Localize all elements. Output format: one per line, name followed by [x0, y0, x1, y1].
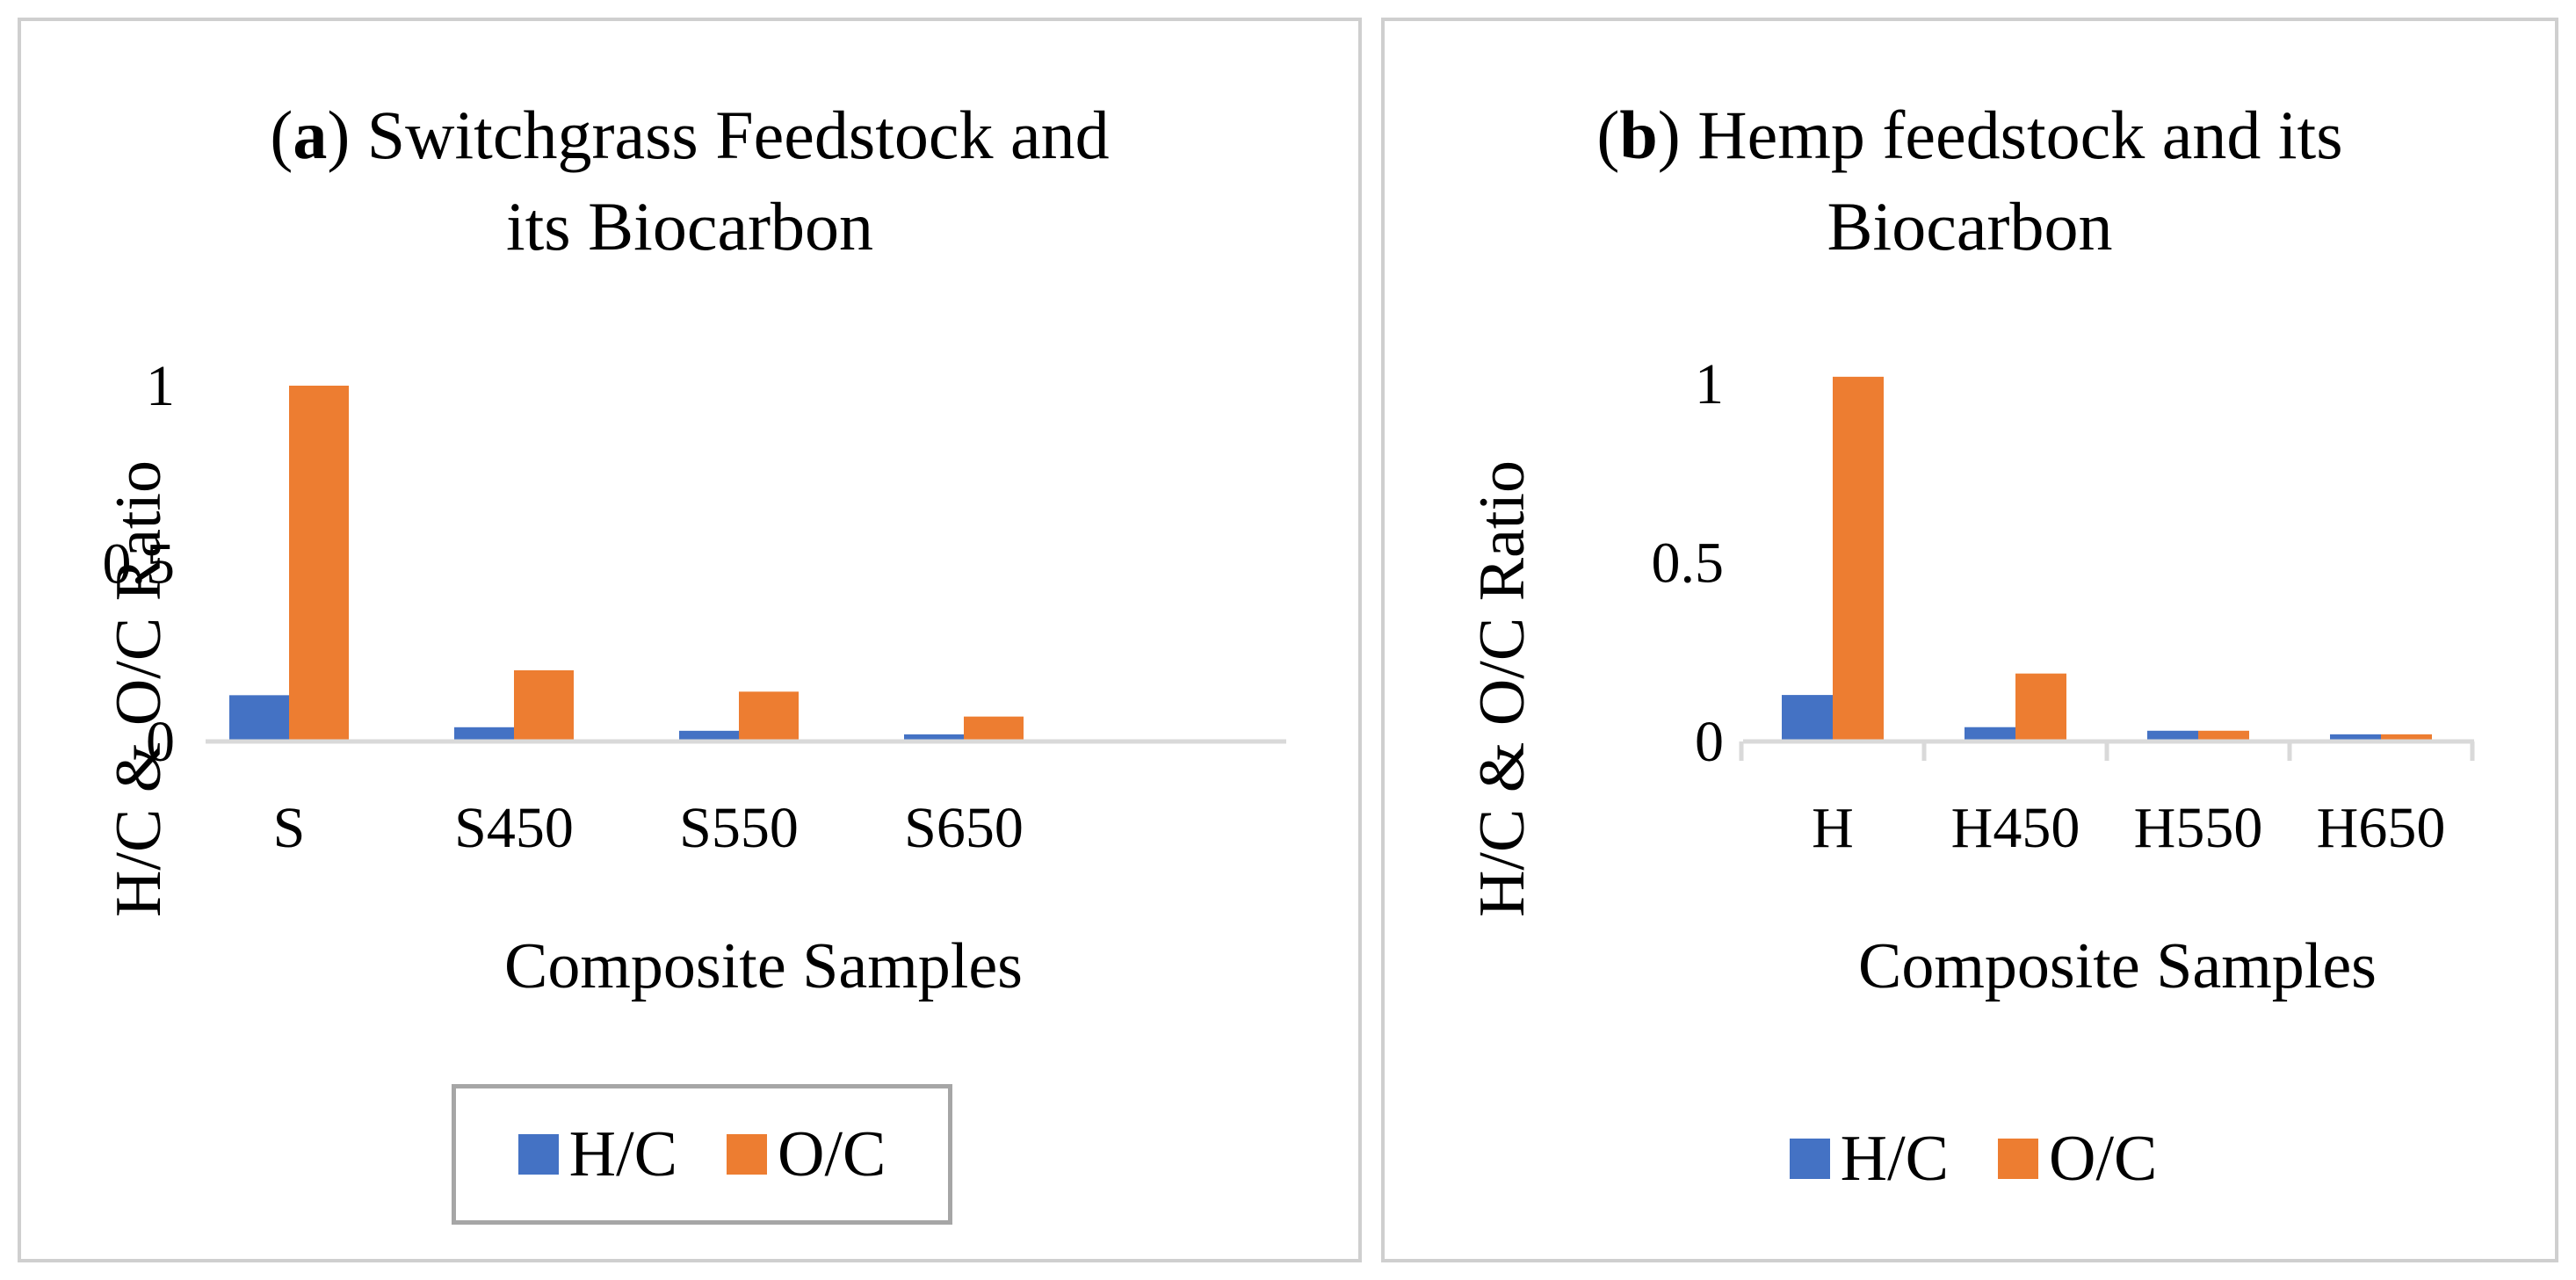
x-tick-label-a-1: S450: [454, 796, 574, 860]
legend-b: H/C O/C: [1754, 1115, 2193, 1203]
bar-b-hc-h450: [1965, 727, 2015, 741]
legend-swatch-oc-a: [727, 1134, 767, 1175]
panel-label-b: b: [1619, 97, 1658, 173]
bar-a-oc-s: [289, 386, 349, 741]
x-tick-label-b-0: H: [1812, 796, 1854, 860]
y-tick-label-a-1: 0.5: [103, 532, 176, 597]
bar-a-hc-s650: [904, 734, 964, 741]
plot-area-b: 0 0.5 1 H H450 H550 H650 Composite Samples H/C &…: [1466, 352, 2475, 1002]
legend-label-oc-a: O/C: [778, 1117, 886, 1190]
title-line1-a: Switchgrass Feedstock and: [366, 97, 1110, 173]
panel-label-a: a: [293, 97, 328, 173]
bar-a-oc-s650: [964, 716, 1024, 741]
y-tick-label-a-2: 1: [146, 354, 175, 418]
y-axis-title-b: H/C & O/C Ratio: [1466, 460, 1538, 917]
legend-swatch-hc-b: [1789, 1139, 1830, 1179]
chart-panel-a: (a) Switchgrass Feedstock and its Biocar…: [18, 18, 1362, 1262]
bar-a-hc-s450: [454, 727, 514, 741]
legend-a: H/C O/C: [452, 1084, 952, 1225]
legend-label-hc-b: H/C: [1840, 1122, 1949, 1195]
chart-title-b: (b) Hemp feedstock and its Biocarbon: [1385, 90, 2555, 272]
bar-b-oc-h450: [2015, 673, 2066, 741]
legend-item-hc-b: H/C: [1789, 1122, 1949, 1197]
x-tick-label-a-0: S: [273, 796, 306, 860]
x-axis-title-a: Composite Samples: [504, 930, 1023, 1002]
y-tick-label-b-1: 0.5: [1652, 532, 1725, 596]
bar-a-oc-s450: [514, 670, 574, 741]
bar-a-oc-s550: [739, 691, 799, 741]
x-tick-label-b-1: H450: [1951, 796, 2080, 860]
bar-a-hc-s550: [679, 730, 739, 741]
legend-item-hc-a: H/C: [517, 1117, 677, 1192]
title-line2-a: its Biocarbon: [505, 188, 874, 264]
bar-b-hc-h550: [2147, 730, 2198, 741]
x-tick-label-b-2: H550: [2134, 796, 2263, 860]
chart-panel-b: (b) Hemp feedstock and its Biocarbon 0 0.…: [1381, 18, 2558, 1262]
title-line2-b: Biocarbon: [1827, 188, 2113, 264]
bar-b-hc-h650: [2330, 734, 2381, 741]
legend-label-hc-a: H/C: [568, 1117, 677, 1190]
chart-title-a: (a) Switchgrass Feedstock and its Biocar…: [21, 90, 1358, 272]
y-tick-label-b-0: 0: [1695, 710, 1724, 774]
x-tick-label-a-3: S650: [904, 796, 1024, 860]
bar-b-oc-h: [1833, 376, 1884, 741]
title-line1-b: Hemp feedstock and its: [1697, 97, 2343, 173]
plot-area-a: 0 0.5 1 S S450 S550 S650 Composite Samples H/C &…: [103, 354, 1286, 1002]
y-tick-label-b-2: 1: [1695, 352, 1724, 416]
legend-swatch-hc-a: [517, 1134, 559, 1175]
legend-item-oc-b: O/C: [1998, 1122, 2157, 1197]
x-tick-label-b-3: H650: [2317, 796, 2446, 860]
legend-label-oc-b: O/C: [2049, 1122, 2158, 1195]
bar-b-oc-h650: [2381, 734, 2432, 741]
bar-a-hc-s: [229, 695, 289, 741]
legend-item-oc-a: O/C: [727, 1117, 886, 1192]
legend-swatch-oc-b: [1998, 1139, 2038, 1179]
bar-b-hc-h: [1782, 695, 1833, 741]
x-axis-title-b: Composite Samples: [1858, 930, 2377, 1002]
bar-b-oc-h550: [2198, 730, 2249, 741]
y-tick-label-a-0: 0: [146, 710, 175, 774]
y-axis-title-a: H/C & O/C Ratio: [103, 460, 175, 917]
x-tick-label-a-2: S550: [679, 796, 799, 860]
